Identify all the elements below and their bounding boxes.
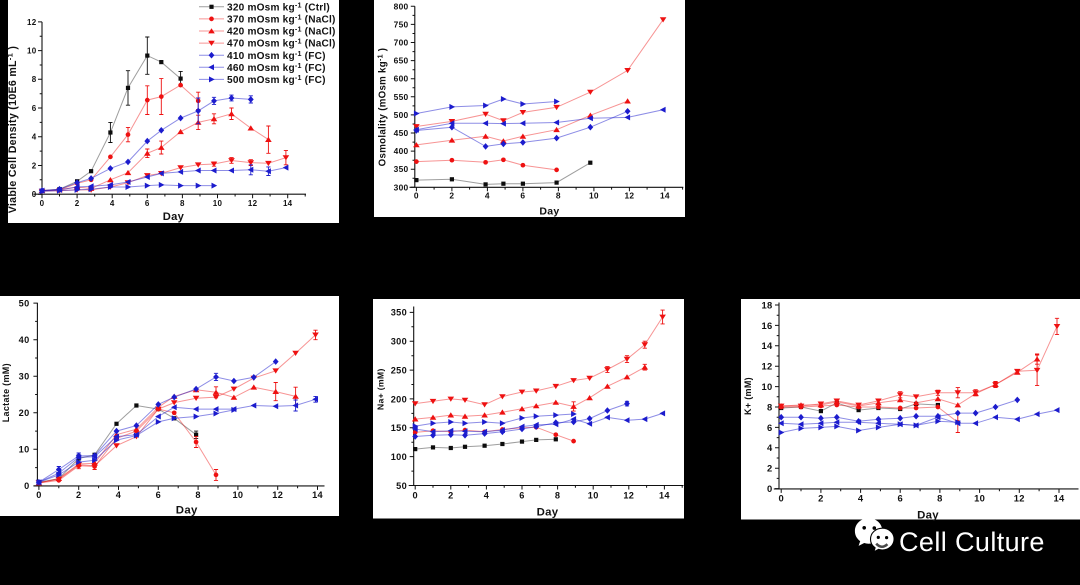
svg-text:150: 150 xyxy=(391,423,407,433)
svg-text:300: 300 xyxy=(391,337,407,347)
svg-text:6: 6 xyxy=(897,492,903,503)
svg-text:Day: Day xyxy=(176,504,198,516)
svg-text:250: 250 xyxy=(391,365,407,375)
svg-text:8: 8 xyxy=(555,490,560,500)
svg-text:Na+ (mM): Na+ (mM) xyxy=(376,368,386,410)
svg-text:6: 6 xyxy=(32,104,37,113)
svg-text:350: 350 xyxy=(394,164,409,174)
svg-text:800: 800 xyxy=(394,1,409,11)
svg-text:4: 4 xyxy=(116,490,122,500)
svg-text:4: 4 xyxy=(485,190,490,200)
svg-text:300: 300 xyxy=(394,182,409,192)
svg-text:470 mOsm kg-1 (NaCl): 470 mOsm kg-1 (NaCl) xyxy=(227,37,336,50)
svg-text:750: 750 xyxy=(394,19,409,29)
svg-text:4: 4 xyxy=(110,199,115,208)
svg-text:30: 30 xyxy=(19,372,30,382)
svg-text:0: 0 xyxy=(36,490,41,500)
svg-text:8: 8 xyxy=(32,75,37,84)
svg-text:8: 8 xyxy=(180,199,185,208)
svg-text:8: 8 xyxy=(937,492,943,503)
svg-text:6: 6 xyxy=(145,199,150,208)
svg-text:12: 12 xyxy=(272,490,283,500)
svg-text:12: 12 xyxy=(761,361,772,372)
svg-text:20: 20 xyxy=(19,408,30,418)
svg-text:6: 6 xyxy=(520,190,525,200)
svg-text:0: 0 xyxy=(40,199,45,208)
svg-text:0: 0 xyxy=(767,483,773,494)
svg-text:0: 0 xyxy=(412,490,417,500)
svg-text:14: 14 xyxy=(660,190,670,200)
svg-text:50: 50 xyxy=(19,299,30,309)
svg-text:2: 2 xyxy=(818,492,824,503)
svg-text:Osmolality (mOsm kg-1 ): Osmolality (mOsm kg-1 ) xyxy=(377,48,388,167)
svg-text:2: 2 xyxy=(449,190,454,200)
svg-text:100: 100 xyxy=(391,452,407,462)
svg-text:600: 600 xyxy=(394,74,409,84)
svg-text:8: 8 xyxy=(556,190,561,200)
svg-text:0: 0 xyxy=(32,190,37,199)
svg-text:6: 6 xyxy=(519,490,524,500)
svg-text:650: 650 xyxy=(394,56,409,66)
svg-text:10: 10 xyxy=(232,490,243,500)
svg-text:420 mOsm kg-1 (NaCl): 420 mOsm kg-1 (NaCl) xyxy=(227,25,336,38)
svg-text:6: 6 xyxy=(156,490,161,500)
svg-text:6: 6 xyxy=(767,422,773,433)
svg-text:Viable Cell Density (10E6 mL-1: Viable Cell Density (10E6 mL-1 ) xyxy=(5,46,18,213)
svg-text:350: 350 xyxy=(391,308,407,318)
svg-text:Lactate (mM): Lactate (mM) xyxy=(1,363,11,422)
svg-text:4: 4 xyxy=(484,490,490,500)
svg-text:320 mOsm kg-1 (Ctrl): 320 mOsm kg-1 (Ctrl) xyxy=(227,0,330,13)
svg-text:450: 450 xyxy=(394,128,409,138)
svg-text:14: 14 xyxy=(312,490,323,500)
svg-text:16: 16 xyxy=(761,320,772,331)
svg-text:500 mOsm kg-1 (FC): 500 mOsm kg-1 (FC) xyxy=(227,73,326,86)
svg-text:8: 8 xyxy=(767,401,773,412)
svg-text:10: 10 xyxy=(761,381,772,392)
svg-text:2: 2 xyxy=(76,490,81,500)
svg-text:0: 0 xyxy=(24,481,29,491)
svg-text:4: 4 xyxy=(767,442,773,453)
svg-text:0: 0 xyxy=(778,492,784,503)
svg-text:2: 2 xyxy=(32,161,37,170)
svg-text:410 mOsm kg-1 (FC): 410 mOsm kg-1 (FC) xyxy=(227,49,326,62)
svg-text:12: 12 xyxy=(1014,492,1025,503)
svg-text:4: 4 xyxy=(858,492,864,503)
svg-text:0: 0 xyxy=(414,190,419,200)
svg-text:2: 2 xyxy=(75,199,80,208)
svg-text:Day: Day xyxy=(539,205,559,217)
svg-text:K+ (mM): K+ (mM) xyxy=(743,377,753,415)
svg-text:Cell Culture: Cell Culture xyxy=(899,527,1045,557)
svg-text:200: 200 xyxy=(391,394,407,404)
svg-text:12: 12 xyxy=(248,199,258,208)
svg-text:10: 10 xyxy=(19,445,30,455)
svg-text:4: 4 xyxy=(32,133,37,142)
svg-text:2: 2 xyxy=(767,463,773,474)
svg-text:14: 14 xyxy=(761,340,773,351)
svg-text:Day: Day xyxy=(163,211,185,223)
svg-text:550: 550 xyxy=(394,92,409,102)
svg-text:Day: Day xyxy=(917,509,939,521)
svg-text:400: 400 xyxy=(394,146,409,156)
svg-text:10: 10 xyxy=(213,199,223,208)
svg-text:12: 12 xyxy=(624,190,634,200)
svg-text:14: 14 xyxy=(283,199,293,208)
svg-text:12: 12 xyxy=(623,490,634,500)
svg-text:8: 8 xyxy=(195,490,200,500)
svg-text:50: 50 xyxy=(396,481,407,491)
svg-text:14: 14 xyxy=(659,490,670,500)
svg-text:10: 10 xyxy=(974,492,985,503)
svg-text:18: 18 xyxy=(761,299,772,310)
svg-text:370 mOsm kg-1 (NaCl): 370 mOsm kg-1 (NaCl) xyxy=(227,13,336,26)
svg-text:500: 500 xyxy=(394,110,409,120)
svg-text:10: 10 xyxy=(27,47,37,56)
svg-text:10: 10 xyxy=(589,190,599,200)
svg-text:10: 10 xyxy=(588,490,599,500)
svg-text:Day: Day xyxy=(537,507,559,519)
svg-text:2: 2 xyxy=(448,490,453,500)
svg-text:14: 14 xyxy=(1053,492,1065,503)
svg-text:40: 40 xyxy=(19,335,30,345)
svg-text:700: 700 xyxy=(394,38,409,48)
svg-text:460 mOsm kg-1 (FC): 460 mOsm kg-1 (FC) xyxy=(227,61,326,74)
svg-text:12: 12 xyxy=(27,18,37,27)
